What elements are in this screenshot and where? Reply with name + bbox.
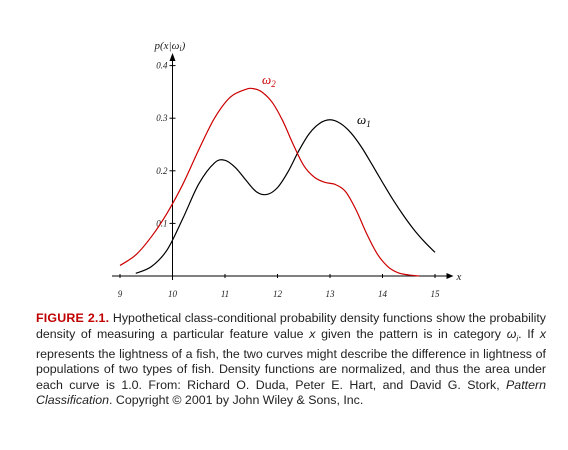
x-axis-arrow	[446, 273, 454, 279]
y-tick-label-0.2: 0.2	[156, 166, 168, 176]
figure-caption: FIGURE 2.1. Hypothetical class-condition…	[36, 311, 546, 409]
x-axis-label: x	[456, 271, 462, 283]
caption-text-5: . Copyright © 2001 by John Wiley & Sons,…	[109, 393, 364, 408]
y-tick-label-0.3: 0.3	[156, 113, 168, 123]
y-axis-label: p(x|ωi)	[154, 40, 186, 53]
caption-var-x-2: x	[539, 326, 547, 341]
caption-var-x-1: x	[309, 326, 316, 341]
caption-book-title: Pattern Classification	[36, 377, 546, 408]
caption-text-2: given the pattern is in category	[315, 326, 507, 341]
series-label-ω1: ω1	[357, 112, 371, 129]
x-tick-label-12: 12	[273, 289, 283, 299]
x-tick-label-11: 11	[221, 289, 229, 299]
series-line-ω1	[135, 119, 436, 274]
y-tick-label-0.1: 0.1	[156, 218, 167, 228]
density-chart: x p(x|ωi) 9 10 11 12 13 14 15 0.1 0.2 0.3 0.4 ω1 ω2	[112, 40, 462, 299]
figure-label: FIGURE 2.1.	[36, 311, 110, 325]
x-tick-label-13: 13	[326, 289, 336, 299]
series-line-ω2	[119, 87, 420, 277]
x-tick-label-10: 10	[168, 289, 178, 299]
x-tick-label-14: 14	[378, 289, 388, 299]
caption-text-3: . If	[518, 326, 540, 341]
series-label-ω2: ω2	[262, 72, 276, 89]
caption-text-4: represents the lightness of a fish, the …	[36, 346, 546, 392]
caption-omega-subscript: i	[516, 334, 519, 344]
x-tick-label-9: 9	[118, 289, 123, 299]
y-axis-arrow	[169, 53, 176, 61]
x-tick-label-15: 15	[431, 289, 441, 299]
caption-text-1: Hypothetical class-conditional probabili…	[36, 311, 546, 341]
caption-omega: ω	[506, 326, 517, 341]
y-tick-label-0.4: 0.4	[156, 61, 168, 71]
